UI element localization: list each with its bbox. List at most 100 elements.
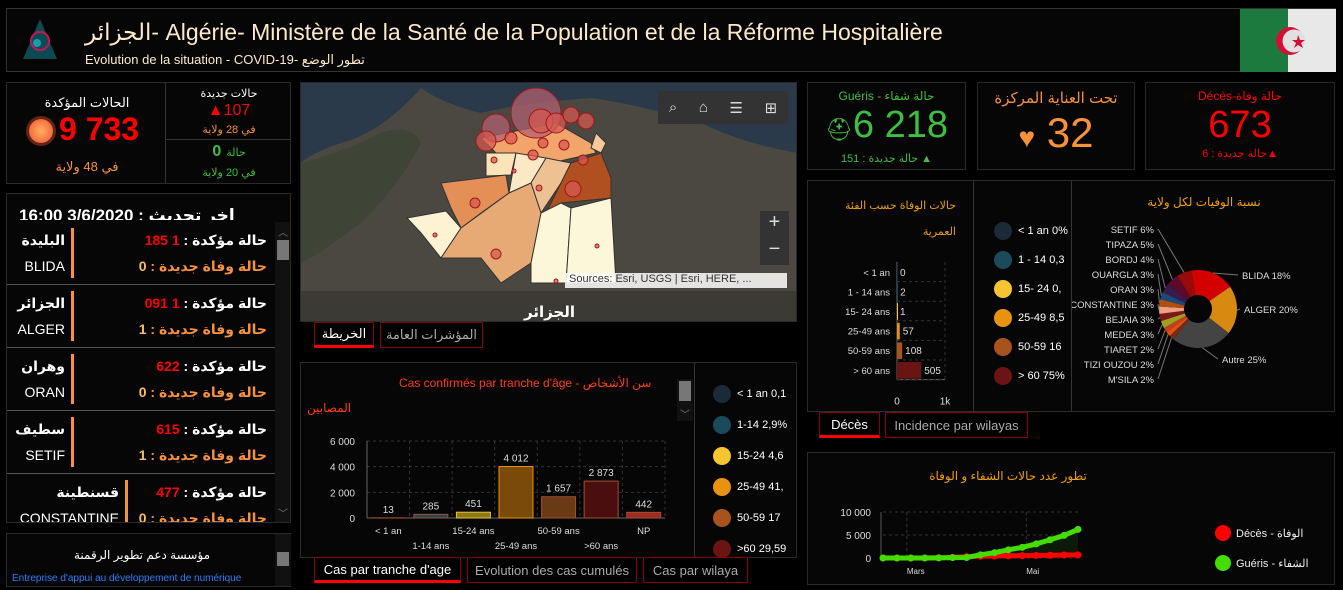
pie-label: Autre 25% xyxy=(1222,355,1267,366)
recovered-label: Guéris - حالة شفاء xyxy=(838,89,935,103)
icu-value-row: ♥ 32 xyxy=(978,111,1134,160)
evolution-line-chart: 0 5 000 10 000 Mars Mai Décès - الوفاة Guéris … xyxy=(840,508,1309,576)
legend-item: < 1 an 0% xyxy=(994,222,1068,240)
deaths-count: 1 xyxy=(138,447,147,463)
bar xyxy=(626,511,662,519)
home-icon[interactable]: ⌂ xyxy=(698,99,708,116)
scroll-thumb[interactable] xyxy=(277,240,289,260)
legend-item: 1-14 2,9% xyxy=(713,416,796,434)
legend-item: >60 29,59 xyxy=(713,540,796,557)
x-tick-label: NP xyxy=(637,526,650,537)
recovered-card: Guéris - حالة شفاء ⛑6 218 حالة جديدة : 1… xyxy=(807,82,966,170)
pie-title: نسبة الوفيات لكل ولاية xyxy=(1147,195,1261,209)
data-point xyxy=(977,551,984,559)
pie-label: SETIF 6% xyxy=(1111,225,1155,236)
list-scrollbar[interactable]: ︿ ﹀ xyxy=(275,222,290,522)
scroll-down-icon[interactable]: ﹀ xyxy=(278,509,288,520)
pie-label: MEDEA 3% xyxy=(1104,330,1154,341)
wilaya-row[interactable]: البليدة BLIDA حالة مؤكدة : 1 185 حالة وف… xyxy=(7,222,275,285)
deaths-label: حالة وفاة جديدة : xyxy=(150,510,267,522)
footer-scrollbar[interactable] xyxy=(275,534,291,586)
icu-card: تحت العناية المركزة ♥ 32 xyxy=(977,82,1135,170)
confirmed-label: حالة مؤكدة : xyxy=(183,484,267,500)
divider xyxy=(694,363,695,557)
legend-label: < 1 an xyxy=(1018,225,1049,237)
confirmed-count: 477 xyxy=(156,484,180,500)
legend-swatch xyxy=(713,416,731,434)
pie-slice xyxy=(1166,317,1188,336)
x-tick-label: Mai xyxy=(1026,567,1039,576)
x-tick-label: 0 xyxy=(894,397,900,408)
map-title: الجزائر xyxy=(523,304,576,321)
data-point xyxy=(1018,543,1026,551)
tab-cases-by-age[interactable]: Cas par tranche d'age xyxy=(314,557,461,583)
map-attribution[interactable]: Sources: Esri, USGS | Esri, HERE, ... xyxy=(565,273,787,288)
deaths-label: حالة وفاة جديدة : xyxy=(150,321,267,337)
separator-bar xyxy=(125,480,128,522)
wilaya-name-ar: قسنطينة xyxy=(56,484,119,500)
wilaya-row[interactable]: الجزائر ALGER حالة مؤكدة : 1 091 حالة وف… xyxy=(7,285,275,348)
bar xyxy=(498,466,534,519)
basemap-gallery-icon[interactable]: ⊞ xyxy=(764,99,778,117)
legend-swatch xyxy=(713,540,731,557)
legend-label: Guéris - الشفاء xyxy=(1236,558,1309,570)
scroll-thumb[interactable] xyxy=(277,552,289,566)
confirmed-line: حالة مؤكدة : 1 185 xyxy=(145,232,267,249)
evolution-panel: تطور عدد حالات الشفاء و الوفاة 0 5 000 10 … xyxy=(807,452,1335,585)
legend-value: 2,9% xyxy=(762,419,788,431)
leader-line xyxy=(1157,288,1160,303)
scroll-down-icon[interactable]: ﹀ xyxy=(680,410,690,421)
scroll-up-icon[interactable]: ︿ xyxy=(278,228,288,239)
wilaya-row[interactable]: سطيف SETIF حالة مؤكدة : 615 حالة وفاة جد… xyxy=(7,411,275,474)
search-icon[interactable]: ⌕ xyxy=(668,99,678,116)
bar xyxy=(583,480,619,519)
bar-value-label: 2 873 xyxy=(589,468,614,479)
legend-label: 1-14 xyxy=(737,419,760,431)
x-tick-label: 1-14 ans xyxy=(412,541,449,552)
pie-label: TIPAZA 5% xyxy=(1106,240,1155,251)
chart-scrollbar[interactable]: ﹀ xyxy=(677,379,693,421)
legend-swatch xyxy=(713,447,731,465)
confirmed-count: 615 xyxy=(156,421,180,437)
wilaya-name-fr: ALGER xyxy=(17,321,65,337)
divider xyxy=(1071,181,1072,411)
tab-general-indicators[interactable]: المؤشرات العامة xyxy=(380,322,483,348)
confirmed-label: حالة مؤكدة : xyxy=(183,295,267,311)
wilaya-name-fr: SETIF xyxy=(25,447,65,463)
y-tick-label: > 60 ans xyxy=(853,366,890,377)
deaths-label: حالة وفاة جديدة : xyxy=(150,384,267,400)
scroll-thumb[interactable] xyxy=(679,381,691,401)
data-point xyxy=(1004,546,1012,554)
x-tick-label: 15-24 ans xyxy=(452,526,495,537)
wilaya-row[interactable]: وهران ORAN حالة مؤكدة : 622 حالة وفاة جد… xyxy=(7,348,275,411)
wilaya-row[interactable]: قسنطينة CONSTANTINE حالة مؤكدة : 477 حال… xyxy=(7,474,275,522)
pie-slice xyxy=(1160,313,1186,328)
leader-line xyxy=(1157,329,1166,350)
tab-map[interactable]: الخريطة xyxy=(314,322,374,348)
data-point xyxy=(1046,551,1054,559)
legend-label: 25-49 xyxy=(737,481,766,493)
deaths-age-bar-chart: 0 < 1 an 2 1 - 14 ans 1 15- 24 ans 57 25-49 ans… xyxy=(845,262,951,408)
leader-line xyxy=(1157,273,1162,296)
pie-slice xyxy=(1173,317,1229,348)
separator-bar xyxy=(71,228,74,278)
map-panel[interactable]: ⌕ ⌂ ☰ ⊞ + − Sources: Esri, USGS | Esri, … xyxy=(300,82,797,322)
confirmed-line: حالة مؤكدة : 615 xyxy=(156,421,267,438)
footer-org-link[interactable]: Entreprise d'appui au développement de n… xyxy=(12,573,242,584)
wilaya-name-ar: البليدة xyxy=(21,232,65,248)
zoom-in-button[interactable]: + xyxy=(760,211,789,238)
pie-slice xyxy=(1159,306,1185,314)
tab-cumulative-evolution[interactable]: Evolution des cas cumulés xyxy=(467,557,637,583)
legend-swatch xyxy=(994,251,1012,269)
tab-cases-by-wilaya[interactable]: Cas par wilaya xyxy=(643,557,748,583)
deaths-line: حالة وفاة جديدة : 0 xyxy=(139,258,267,275)
logo xyxy=(23,19,57,59)
layer-list-icon[interactable]: ☰ xyxy=(729,99,743,117)
new-cases-wilayas: في 28 ولاية xyxy=(202,124,256,136)
data-point xyxy=(935,554,943,562)
tab-deaths[interactable]: Décès xyxy=(819,412,880,438)
legend-value: 0% xyxy=(1051,225,1068,237)
tab-incidence-by-wilaya[interactable]: Incidence par wilayas xyxy=(885,412,1028,438)
zoom-out-button[interactable]: − xyxy=(760,238,789,265)
pie-label: ALGER 20% xyxy=(1244,305,1298,316)
